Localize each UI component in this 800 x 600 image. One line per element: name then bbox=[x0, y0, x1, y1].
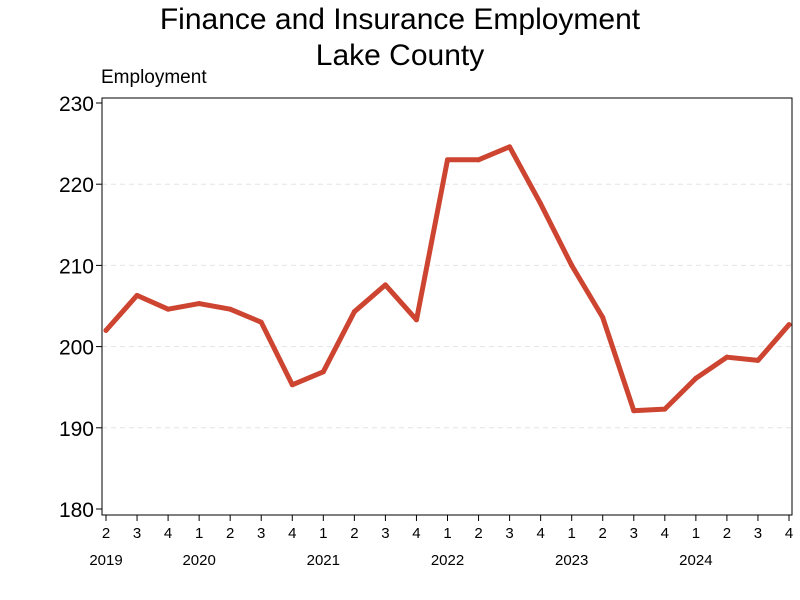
data-point bbox=[786, 322, 792, 328]
x-tick-label: 4 bbox=[536, 525, 544, 542]
series-line bbox=[103, 144, 792, 414]
x-tick-label: 3 bbox=[505, 525, 513, 542]
x-tick-label: 4 bbox=[412, 525, 420, 542]
year-label: 2022 bbox=[431, 552, 464, 569]
chart-title: Finance and Insurance Employment bbox=[159, 3, 641, 36]
x-tick-label: 1 bbox=[692, 525, 700, 542]
data-point bbox=[351, 309, 357, 315]
data-point bbox=[289, 382, 295, 388]
data-point bbox=[382, 282, 388, 288]
x-tick-label: 2 bbox=[102, 525, 110, 542]
data-point bbox=[134, 292, 140, 298]
x-tick-label: 3 bbox=[630, 525, 638, 542]
data-point bbox=[538, 201, 544, 207]
x-tick-label: 2 bbox=[350, 525, 358, 542]
data-point bbox=[662, 406, 668, 412]
data-point bbox=[227, 306, 233, 312]
x-tick-label: 1 bbox=[319, 525, 327, 542]
data-point bbox=[258, 319, 264, 325]
x-tick-label: 3 bbox=[381, 525, 389, 542]
x-tick-label: 2 bbox=[474, 525, 482, 542]
data-point bbox=[165, 306, 171, 312]
x-tick-label: 3 bbox=[133, 525, 141, 542]
data-point bbox=[103, 327, 109, 333]
y-tick-label: 180 bbox=[59, 499, 94, 522]
data-point bbox=[476, 157, 482, 163]
y-tick-label: 210 bbox=[59, 255, 94, 278]
data-point bbox=[507, 144, 513, 150]
data-point bbox=[569, 262, 575, 268]
y-axis-label: Employment bbox=[101, 67, 207, 88]
x-tick-label: 4 bbox=[785, 525, 793, 542]
year-label: 2023 bbox=[555, 552, 588, 569]
x-tick-label: 2 bbox=[226, 525, 234, 542]
data-point bbox=[600, 314, 606, 320]
x-tick-label: 4 bbox=[661, 525, 669, 542]
data-point bbox=[724, 354, 730, 360]
y-tick-label: 190 bbox=[59, 418, 94, 441]
data-point bbox=[755, 357, 761, 363]
x-tick-label: 2 bbox=[599, 525, 607, 542]
y-tick-label: 230 bbox=[59, 93, 94, 116]
x-tick-label: 1 bbox=[195, 525, 203, 542]
year-label: 2021 bbox=[307, 552, 340, 569]
data-point bbox=[445, 157, 450, 163]
chart-subtitle: Lake County bbox=[315, 39, 485, 72]
data-point bbox=[631, 408, 637, 414]
data-point bbox=[693, 375, 699, 381]
year-label: 2020 bbox=[182, 552, 215, 569]
year-label: 2019 bbox=[89, 552, 122, 569]
x-tick-label: 1 bbox=[568, 525, 576, 542]
x-tick-label: 1 bbox=[443, 525, 451, 542]
data-point bbox=[413, 317, 419, 323]
x-tick-label: 2 bbox=[723, 525, 731, 542]
x-tick-label: 4 bbox=[164, 525, 172, 542]
x-tick-label: 3 bbox=[754, 525, 762, 542]
x-tick-label: 3 bbox=[257, 525, 265, 542]
x-tick-label: 4 bbox=[288, 525, 296, 542]
year-label: 2024 bbox=[679, 552, 712, 569]
data-point bbox=[320, 369, 326, 375]
y-tick-label: 200 bbox=[59, 337, 94, 360]
data-point bbox=[196, 301, 202, 307]
y-tick-label: 220 bbox=[59, 174, 94, 197]
